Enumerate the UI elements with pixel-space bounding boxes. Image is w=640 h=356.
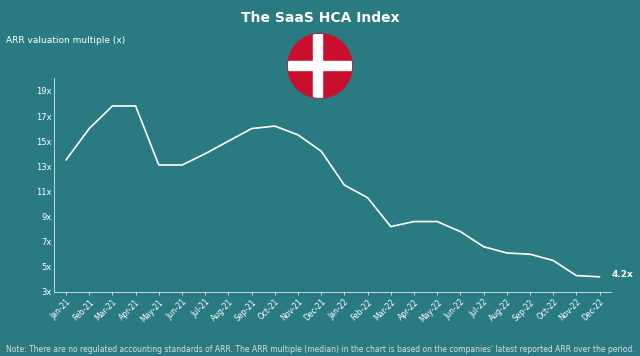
Bar	[313, 34, 322, 98]
Ellipse shape	[288, 34, 352, 98]
Text: Note: There are no regulated accounting standards of ARR. The ARR multiple (medi: Note: There are no regulated accounting …	[6, 345, 635, 354]
Text: 4.2x: 4.2x	[611, 270, 633, 279]
Text: ARR valuation multiple (x): ARR valuation multiple (x)	[6, 36, 125, 44]
Text: The SaaS HCA Index: The SaaS HCA Index	[241, 11, 399, 25]
Ellipse shape	[288, 34, 352, 98]
Bar	[288, 61, 352, 70]
